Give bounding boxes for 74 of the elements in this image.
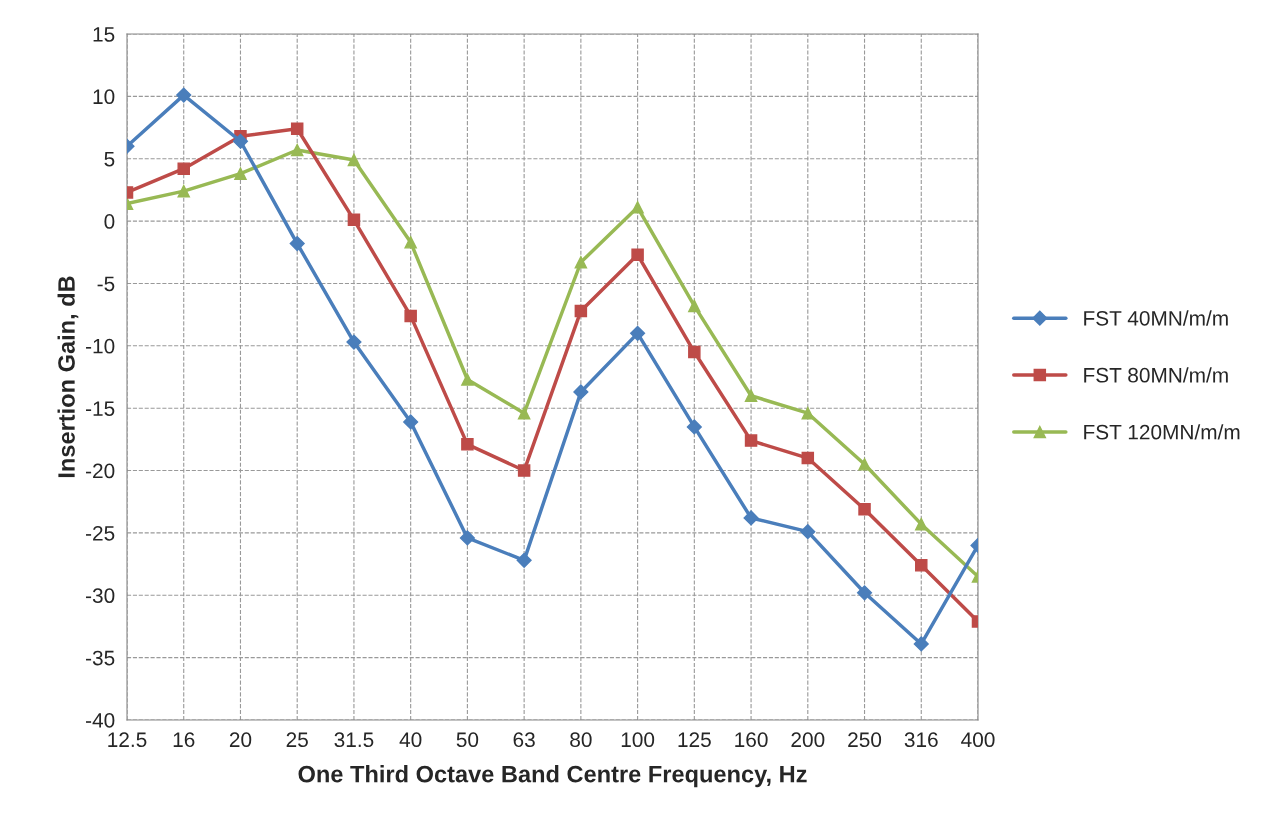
- x-tick-label: 125: [678, 732, 711, 748]
- y-tick-label: -20: [86, 463, 115, 479]
- point: [631, 201, 644, 214]
- point: [290, 143, 304, 157]
- legend-label: FST 40MN/m/m: [1084, 310, 1228, 326]
- point: [858, 502, 871, 516]
- point: [347, 213, 361, 227]
- x-tick-label: 31.5: [334, 732, 374, 748]
- point: [232, 133, 249, 149]
- y-tick-label: -40: [86, 713, 115, 728]
- y-tick-label: -10: [86, 338, 115, 354]
- x-tick-label: 100: [621, 732, 655, 748]
- point: [404, 309, 417, 323]
- legend-label: FST 120MN/m/m: [1084, 424, 1240, 440]
- y-tick-label: -30: [86, 588, 115, 604]
- point: [517, 406, 531, 420]
- point: [461, 373, 474, 386]
- x-tick-label: 50: [456, 732, 479, 748]
- y-tick-label: 5: [104, 151, 115, 167]
- y-tick-label: 10: [93, 89, 115, 105]
- point: [234, 167, 247, 180]
- point: [915, 517, 928, 531]
- x-tick-label: 250: [848, 732, 882, 748]
- point: [686, 419, 702, 435]
- x-tick-label: 12.5: [108, 732, 147, 748]
- y-tick-label: -15: [86, 401, 115, 416]
- point: [743, 510, 759, 526]
- x-tick-label: 40: [399, 732, 422, 748]
- point: [290, 122, 304, 136]
- y-tick-label: 0: [104, 214, 115, 229]
- point: [177, 184, 190, 198]
- point: [801, 451, 815, 465]
- point: [461, 438, 474, 451]
- point: [177, 162, 190, 175]
- point: [858, 458, 871, 471]
- point: [517, 464, 531, 477]
- point: [630, 325, 646, 341]
- point: [573, 384, 589, 400]
- point: [574, 304, 588, 318]
- x-tick-label: 25: [286, 732, 308, 748]
- point: [176, 87, 192, 103]
- y-tick-label: -5: [97, 276, 115, 292]
- y-tick-label: -25: [86, 525, 115, 541]
- point: [631, 248, 644, 262]
- point: [800, 524, 816, 540]
- x-tick-label: 63: [513, 732, 535, 748]
- point: [404, 236, 417, 249]
- point: [744, 434, 758, 447]
- x-tick-label: 400: [961, 732, 995, 748]
- x-tick-label: 160: [735, 732, 768, 748]
- point: [347, 153, 361, 167]
- y-tick-label: -35: [86, 650, 115, 666]
- point: [915, 559, 928, 572]
- point: [346, 334, 362, 350]
- point: [913, 636, 929, 652]
- x-tick-label: 80: [570, 732, 592, 748]
- point: [516, 552, 532, 568]
- point: [459, 530, 475, 546]
- y-tick-label: 15: [93, 27, 115, 42]
- point: [574, 256, 588, 269]
- point: [856, 585, 873, 601]
- point: [688, 345, 701, 359]
- x-tick-label: 316: [904, 732, 938, 748]
- point: [801, 406, 815, 420]
- point: [744, 389, 758, 402]
- point: [289, 235, 305, 252]
- x-tick-label: 20: [229, 732, 252, 748]
- y-axis-title: Insertion Gain, dB: [57, 276, 79, 478]
- point: [688, 299, 701, 313]
- legend-label: FST 80MN/m/m: [1084, 367, 1228, 383]
- x-axis-title: One Third Octave Band Centre Frequency, Hz: [298, 765, 807, 788]
- x-tick-label: 16: [173, 732, 195, 748]
- point: [403, 414, 419, 430]
- x-tick-label: 200: [791, 732, 825, 748]
